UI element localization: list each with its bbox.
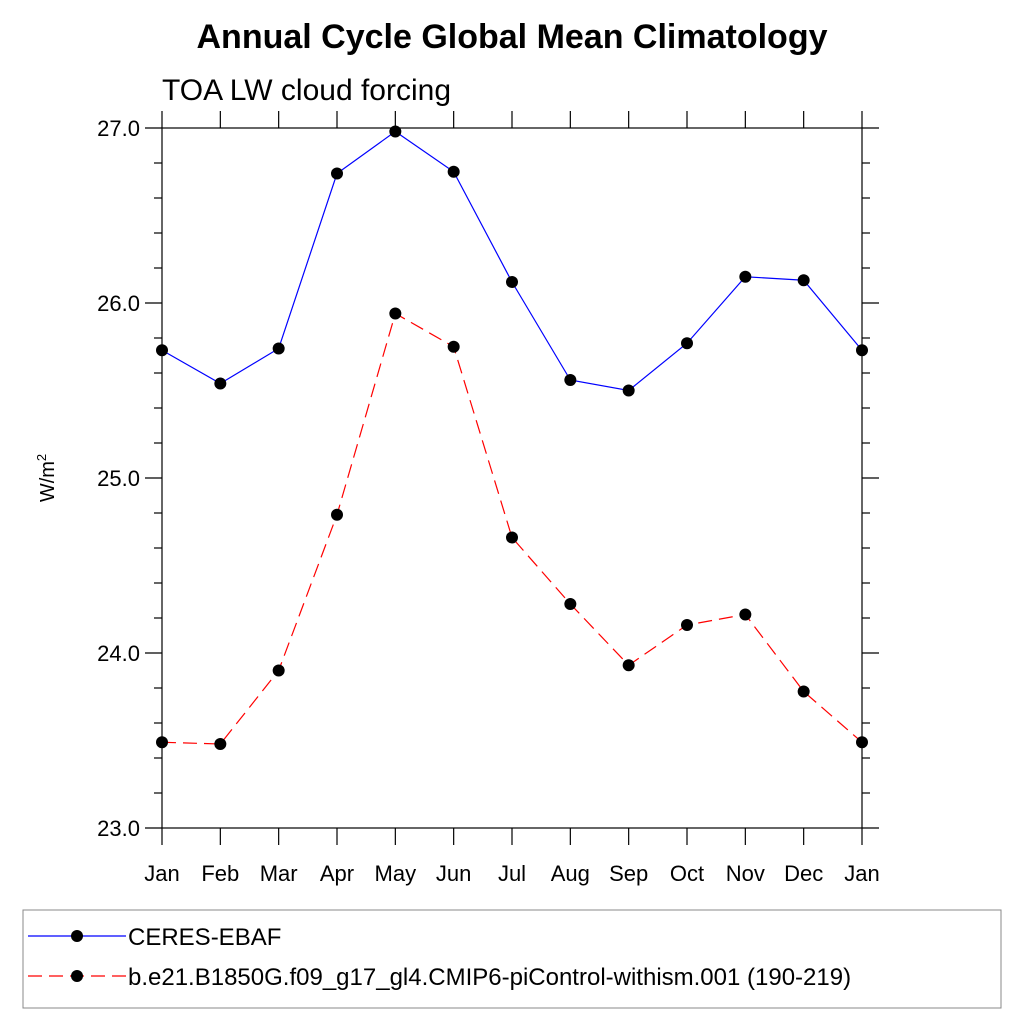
x-tick-label: Mar [260,861,298,886]
y-tick-labels: 23.0 24.0 25.0 26.0 27.0 [97,116,140,841]
legend-item-1: CERES-EBAF [28,924,281,951]
data-point [156,344,168,357]
y-axis-label: W/m2 [34,454,59,502]
data-point [564,374,577,386]
data-point [506,276,518,288]
data-point [447,165,460,178]
data-point [622,659,635,672]
data-point [797,274,810,287]
x-tick-label: Aug [551,861,590,886]
series-2 [156,307,868,750]
data-point [797,685,810,698]
y-tick-label: 27.0 [97,116,140,141]
x-tick-label: Oct [670,861,704,886]
legend-box [22,909,1002,1009]
y-axis-label-main: W/m [37,461,59,502]
series-group [156,125,868,750]
legend-marker-swatch [71,970,83,982]
x-tick-label: Feb [201,861,239,886]
data-point [331,508,343,521]
legend-items: CERES-EBAF b.e21.B1850G.f09_g17_gl4.CMIP6… [28,924,851,991]
x-tick-labels: Jan Feb Mar Apr May Jun Jul Aug Sep Oct Nov Dec Jan [144,861,879,886]
data-point [739,608,752,621]
x-tick-label: May [375,861,417,886]
x-axis-ticks [161,111,863,845]
legend-marker-swatch [71,930,83,942]
data-point [214,377,227,390]
data-point [272,664,285,677]
x-tick-label: Jul [498,861,526,886]
y-tick-label: 26.0 [97,291,140,316]
data-point [856,736,868,749]
data-point [214,738,227,750]
x-tick-label: Sep [609,861,648,886]
x-tick-label: Jun [436,861,471,886]
x-tick-label: Nov [726,861,765,886]
data-point [739,270,752,283]
data-point [564,598,577,610]
y-tick-label: 25.0 [97,466,140,491]
data-point [622,384,635,397]
x-tick-label: Dec [784,861,823,886]
data-point [331,167,343,180]
legend-item-2: b.e21.B1850G.f09_g17_gl4.CMIP6-piControl… [28,964,851,991]
data-point [389,125,402,138]
y-axis-label-superscript: 2 [34,454,49,461]
x-tick-label: Jan [144,861,179,886]
series-1 [156,125,868,397]
y-axis-ticks [145,127,879,829]
x-tick-label: Jan [844,861,879,886]
data-point [156,736,168,749]
legend-label: CERES-EBAF [128,924,281,951]
chart-title: Annual Cycle Global Mean Climatology [197,18,828,56]
y-tick-label: 23.0 [97,816,140,841]
data-point [389,307,402,320]
data-point [681,619,693,631]
plot-frame [161,127,863,829]
series-line [161,312,863,745]
chart-subtitle: TOA LW cloud forcing [162,74,451,107]
x-tick-label: Apr [320,861,354,886]
data-point [681,337,693,350]
legend-label: b.e21.B1850G.f09_g17_gl4.CMIP6-piControl… [128,964,851,991]
y-tick-label: 24.0 [97,641,140,666]
series-line [161,130,863,392]
data-point [447,340,460,353]
data-point [856,344,868,357]
data-point [272,342,285,355]
data-point [506,531,518,544]
